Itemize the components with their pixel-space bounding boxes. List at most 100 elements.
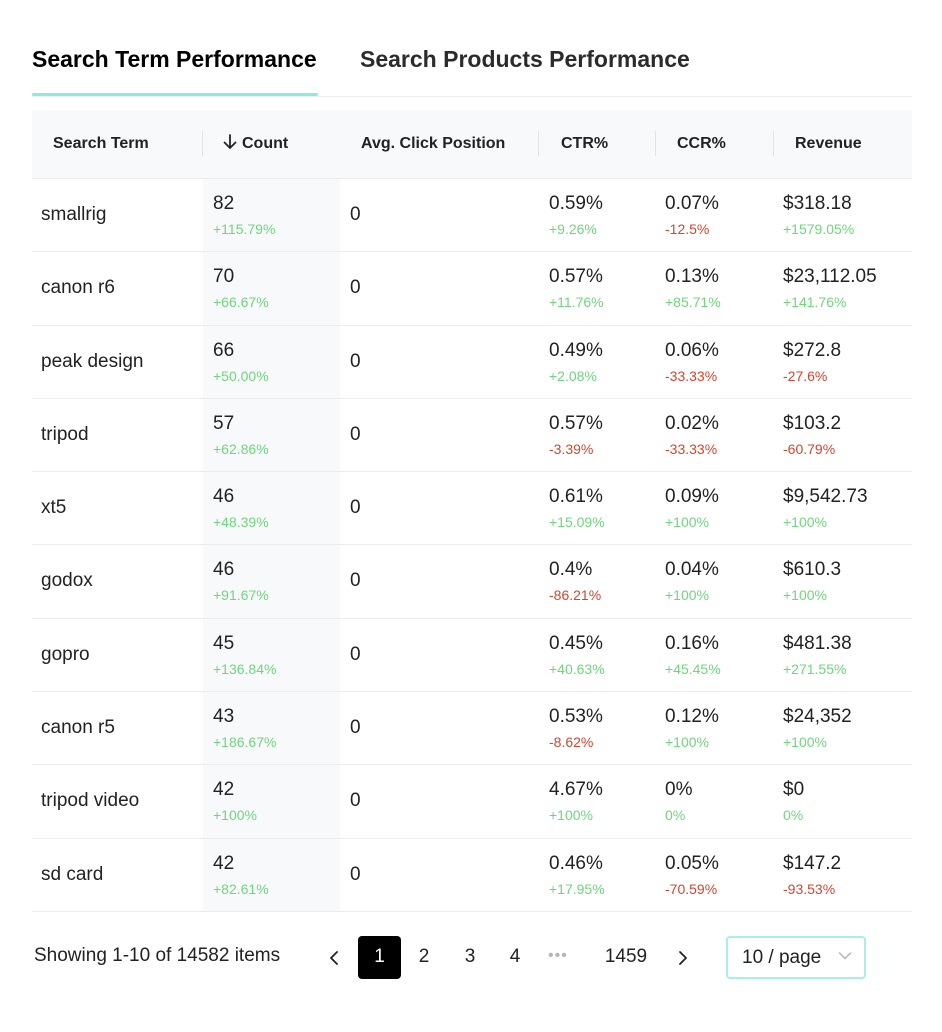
revenue-value: $9,542.73 (783, 486, 868, 508)
table-header: Search Term Count Avg. Click Position CT… (32, 110, 912, 179)
ccr-value: 0.13% (665, 266, 719, 288)
count-change: +50.00% (213, 367, 269, 384)
cell-avg-click-position: 0 (350, 643, 361, 665)
ccr-change: 0% (665, 807, 686, 824)
column-header-revenue[interactable]: Revenue (795, 135, 862, 152)
cell-count: 43 +186.67% (213, 706, 276, 751)
table-body: smallrig 82 +115.79% 0 0.59% +9.26% 0.07% -12.5… (32, 179, 912, 912)
cell-ccr: 0.05% -70.59% (665, 853, 719, 898)
table-row[interactable]: godox 46 +91.67% 0 0.4% -86.21% 0.04% +100% $610… (32, 545, 912, 619)
table-row[interactable]: peak design 66 +50.00% 0 0.49% +2.08% 0.06% -33… (32, 325, 912, 399)
table-row[interactable]: tripod video 42 +100% 0 4.67% +100% 0% 0% $0 0% (32, 765, 912, 839)
ccr-value: 0.04% (665, 559, 719, 581)
revenue-value: $24,352 (783, 706, 852, 728)
count-value: 46 (213, 559, 235, 581)
cell-ctr: 0.4% -86.21% (549, 559, 601, 604)
sorted-column-highlight (203, 398, 340, 472)
column-header-count[interactable]: Count (223, 110, 288, 179)
column-header-avg-click-position[interactable]: Avg. Click Position (361, 135, 506, 152)
ctr-change: +100% (549, 807, 593, 824)
ccr-change: -70.59% (665, 880, 718, 897)
sorted-column-highlight (203, 765, 340, 838)
pagination-summary: Showing 1-10 of 14582 items (34, 945, 281, 966)
table-row[interactable]: tripod 57 +62.86% 0 0.57% -3.39% 0.02% -33.33% $… (32, 398, 912, 473)
cell-revenue: $481.38 +271.55% (783, 633, 852, 678)
cell-avg-click-position: 0 (350, 863, 361, 885)
prev-page-button[interactable] (322, 936, 346, 979)
count-change: +66.67% (213, 294, 269, 311)
table-row[interactable]: xt5 46 +48.39% 0 0.61% +15.09% 0.09% +100% $9,54… (32, 472, 912, 546)
cell-ctr: 0.53% -8.62% (549, 706, 603, 751)
count-value: 57 (213, 412, 235, 434)
count-value: 45 (213, 632, 235, 654)
cell-ccr: 0.02% -33.33% (665, 413, 719, 458)
count-value: 42 (213, 779, 235, 801)
pagination-ellipsis[interactable]: ••• (548, 947, 568, 964)
sorted-column-highlight (203, 838, 340, 911)
cell-avg-click-position: 0 (350, 423, 361, 445)
ctr-value: 0.45% (549, 632, 603, 654)
ctr-value: 0.61% (549, 486, 603, 508)
cell-ccr: 0.12% +100% (665, 706, 719, 751)
tab-bar: Search Term Performance Search Products … (32, 0, 912, 97)
cell-ctr: 0.59% +9.26% (549, 193, 603, 238)
table-row[interactable]: smallrig 82 +115.79% 0 0.59% +9.26% 0.07% -12.5… (32, 179, 912, 253)
cell-count: 70 +66.67% (213, 266, 269, 311)
count-change: +115.79% (213, 221, 276, 237)
cell-revenue: $272.8 -27.6% (783, 340, 841, 385)
revenue-value: $23,112.05 (783, 266, 877, 288)
cell-avg-click-position: 0 (350, 790, 361, 812)
ctr-value: 0.46% (549, 852, 603, 874)
cell-ccr: 0.04% +100% (665, 559, 719, 604)
page-button-3[interactable]: 3 (464, 946, 476, 967)
ctr-value: 4.67% (549, 779, 603, 801)
cell-revenue: $9,542.73 +100% (783, 486, 868, 531)
page-size-select[interactable]: 10 / page (726, 936, 866, 979)
column-header-search-term[interactable]: Search Term (53, 135, 149, 152)
column-divider (538, 131, 539, 156)
ctr-change: +17.95% (549, 880, 605, 897)
cell-avg-click-position: 0 (350, 570, 361, 592)
ccr-value: 0.05% (665, 852, 719, 874)
cell-ctr: 0.57% -3.39% (549, 413, 603, 458)
page-button-last[interactable]: 1459 (604, 946, 648, 967)
ctr-change: -86.21% (549, 587, 602, 604)
ctr-change: +9.26% (549, 221, 597, 237)
tab-search-products-performance[interactable]: Search Products Performance (360, 46, 690, 72)
cell-search-term: smallrig (41, 204, 107, 225)
revenue-change: -60.79% (783, 440, 836, 457)
cell-avg-click-position: 0 (350, 350, 361, 372)
ccr-value: 0.12% (665, 706, 719, 728)
revenue-value: $272.8 (783, 339, 842, 361)
page-button-1[interactable]: 1 (358, 936, 401, 979)
table-row[interactable]: sd card 42 +82.61% 0 0.46% +17.95% 0.05% -70.59… (32, 838, 912, 912)
cell-avg-click-position: 0 (350, 497, 361, 519)
table-row[interactable]: canon r6 70 +66.67% 0 0.57% +11.76% 0.13% +85.7… (32, 252, 912, 326)
ccr-change: +100% (665, 514, 709, 531)
count-value: 66 (213, 339, 235, 361)
cell-revenue: $0 0% (783, 779, 804, 824)
ctr-value: 0.57% (549, 412, 603, 434)
sorted-column-highlight (203, 325, 340, 398)
page-button-2[interactable]: 2 (418, 946, 430, 967)
table-row[interactable]: canon r5 43 +186.67% 0 0.53% -8.62% 0.12% +100%… (32, 692, 912, 766)
cell-search-term: sd card (41, 863, 104, 885)
next-page-button[interactable] (671, 936, 695, 979)
cell-ccr: 0.16% +45.45% (665, 633, 721, 678)
column-header-ctr[interactable]: CTR% (561, 135, 609, 152)
cell-search-term: canon r6 (41, 277, 115, 299)
revenue-change: -27.6% (783, 367, 828, 384)
cell-search-term: tripod (41, 423, 89, 445)
revenue-change: +100% (783, 514, 827, 531)
page-button-4[interactable]: 4 (509, 946, 521, 967)
count-value: 42 (213, 852, 235, 874)
ctr-change: +2.08% (549, 367, 597, 384)
table-row[interactable]: gopro 45 +136.84% 0 0.45% +40.63% 0.16% +45.45%… (32, 618, 912, 693)
sorted-column-highlight (203, 618, 340, 692)
tab-search-term-performance[interactable]: Search Term Performance (32, 46, 317, 72)
cell-ctr: 4.67% +100% (549, 779, 603, 824)
column-header-ccr[interactable]: CCR% (677, 135, 726, 152)
ctr-value: 0.49% (549, 339, 603, 361)
cell-count: 46 +91.67% (213, 559, 269, 604)
chevron-right-icon (679, 951, 687, 965)
